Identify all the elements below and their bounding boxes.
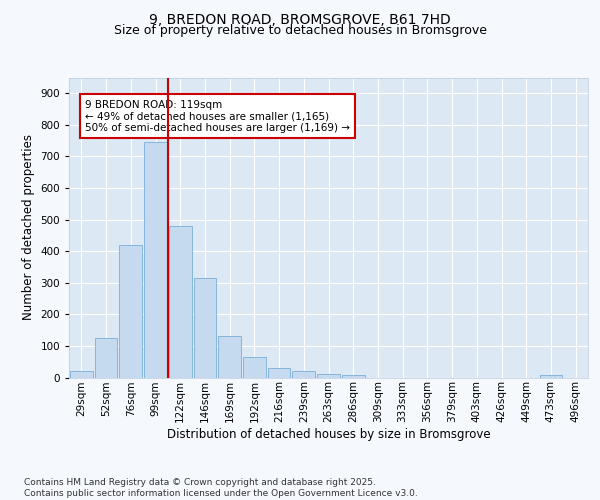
Bar <box>243 357 266 378</box>
Bar <box>539 375 562 378</box>
Bar <box>144 142 167 378</box>
Text: Size of property relative to detached houses in Bromsgrove: Size of property relative to detached ho… <box>113 24 487 37</box>
Text: Contains HM Land Registry data © Crown copyright and database right 2025.
Contai: Contains HM Land Registry data © Crown c… <box>24 478 418 498</box>
Bar <box>268 368 290 378</box>
Bar <box>169 226 191 378</box>
Bar <box>70 371 93 378</box>
Y-axis label: Number of detached properties: Number of detached properties <box>22 134 35 320</box>
Bar <box>342 376 365 378</box>
Bar <box>194 278 216 378</box>
Bar <box>292 371 315 378</box>
Bar <box>119 245 142 378</box>
Bar <box>95 338 118 378</box>
X-axis label: Distribution of detached houses by size in Bromsgrove: Distribution of detached houses by size … <box>167 428 490 441</box>
Bar <box>317 374 340 378</box>
Text: 9, BREDON ROAD, BROMSGROVE, B61 7HD: 9, BREDON ROAD, BROMSGROVE, B61 7HD <box>149 12 451 26</box>
Text: 9 BREDON ROAD: 119sqm
← 49% of detached houses are smaller (1,165)
50% of semi-d: 9 BREDON ROAD: 119sqm ← 49% of detached … <box>85 100 350 133</box>
Bar <box>218 336 241 378</box>
